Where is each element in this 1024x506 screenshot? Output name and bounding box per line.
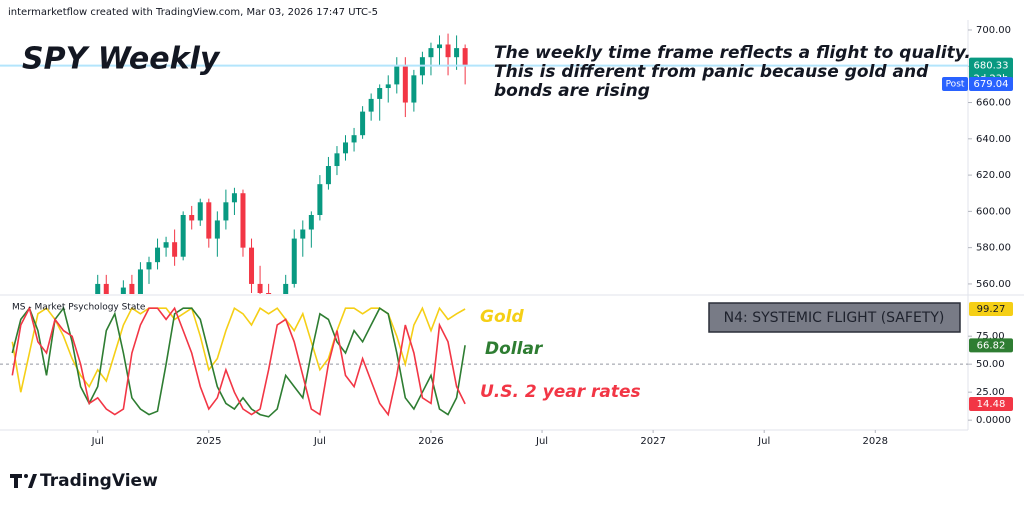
- series-line: [11, 306, 466, 418]
- post-price-label: 679.04: [974, 79, 1009, 90]
- last-value-box: [969, 396, 1013, 411]
- candle-body: [394, 66, 400, 85]
- post-tag: [942, 76, 968, 91]
- last-value-label: 14.48: [977, 399, 1006, 410]
- post-label: Post: [946, 79, 965, 89]
- last-price-label: 680.33: [974, 61, 1009, 72]
- annotation: This is different from panic because gol…: [494, 62, 929, 82]
- y-tick-label: 580.00: [976, 243, 1011, 254]
- candle-body: [360, 111, 366, 136]
- y-tick-label: 560.00: [976, 279, 1011, 290]
- y-tick-label: 0.0000: [976, 415, 1011, 426]
- legend-label: Dollar: [485, 339, 544, 359]
- candle-body: [437, 44, 443, 49]
- status-box: [708, 302, 961, 333]
- candle-body: [266, 293, 272, 294]
- annotation: The weekly time frame reflects a flight …: [494, 43, 971, 63]
- candle-body: [240, 193, 246, 248]
- last-value-box: [969, 338, 1013, 353]
- y-tick-label: 620.00: [976, 170, 1011, 181]
- candle-body: [129, 283, 135, 294]
- price-pane: [0, 33, 968, 294]
- candle-body: [343, 142, 349, 154]
- candle-body: [197, 202, 203, 221]
- header: intermarketflow created with TradingView…: [8, 7, 378, 18]
- candle-body: [155, 247, 161, 263]
- last-value-label: 99.27: [977, 304, 1006, 315]
- last-value-label: 66.82: [977, 340, 1006, 351]
- candle-body: [300, 229, 306, 239]
- y-tick-label: 50.00: [976, 359, 1005, 370]
- chart-title: SPY Weekly: [22, 42, 221, 77]
- candle-body: [454, 48, 460, 58]
- y-tick-label: 700.00: [976, 25, 1011, 36]
- x-tick-label: Jul: [91, 436, 104, 447]
- indicator-title: MS - Market Psychology State: [12, 303, 146, 313]
- legend-label: Gold: [480, 307, 524, 327]
- candle-body: [137, 269, 143, 294]
- candle-body: [189, 215, 195, 221]
- candle-body: [385, 84, 391, 89]
- candle-body: [95, 283, 101, 294]
- candle-body: [249, 247, 255, 284]
- candle-body: [428, 48, 434, 58]
- candle-body: [445, 44, 451, 58]
- candle-body: [146, 262, 152, 270]
- candle-body: [163, 242, 169, 248]
- candle-body: [172, 242, 178, 257]
- candle-body: [402, 66, 408, 103]
- annotation: bonds are rising: [494, 81, 650, 101]
- x-tick-label: 2028: [863, 436, 888, 447]
- candle-body: [223, 202, 229, 221]
- brand-logo: [10, 474, 37, 488]
- overlay: 560.00 580.00 600.00 620.00 640.00 660.00 680.…: [91, 25, 1013, 447]
- candle-body: [257, 283, 263, 293]
- x-tick-label: 2025: [196, 436, 221, 447]
- candle-body: [462, 48, 468, 67]
- y-tick-label: 660.00: [976, 98, 1011, 109]
- candle-body: [368, 98, 374, 112]
- candle-body: [308, 215, 314, 230]
- y-tick-label: 25.00: [976, 387, 1005, 398]
- brand: TradingView: [40, 471, 158, 491]
- x-tick-label: Jul: [313, 436, 326, 447]
- candle-body: [325, 166, 331, 185]
- candle-body: [317, 184, 323, 215]
- post-price-box: [969, 76, 1013, 91]
- x-tick-label: Jul: [535, 436, 548, 447]
- candle-body: [283, 283, 289, 294]
- candle-body: [231, 193, 237, 203]
- candle-body: [377, 88, 383, 99]
- legend-label: U.S. 2 year rates: [480, 382, 641, 402]
- candle-body: [180, 215, 186, 257]
- candle-body: [120, 287, 126, 294]
- series-line: [11, 305, 466, 417]
- candle-body: [206, 202, 212, 239]
- x-tick-label: 2026: [418, 436, 443, 447]
- indicator-pane: [0, 305, 968, 418]
- last-value-box: [969, 302, 1013, 317]
- y-tick-label: 75.00: [976, 331, 1005, 342]
- y-tick-label: 600.00: [976, 206, 1011, 217]
- candle-body: [103, 283, 109, 294]
- y-tick-label: 640.00: [976, 134, 1011, 145]
- candle-body: [351, 135, 357, 143]
- candle-body: [334, 153, 340, 167]
- x-tick-label: 2027: [640, 436, 665, 447]
- x-tick-label: Jul: [757, 436, 770, 447]
- candle-body: [411, 75, 417, 103]
- status-text: N4: SYSTEMIC FLIGHT (SAFETY): [724, 310, 945, 326]
- candle-body: [291, 238, 297, 284]
- candle-body: [214, 220, 220, 239]
